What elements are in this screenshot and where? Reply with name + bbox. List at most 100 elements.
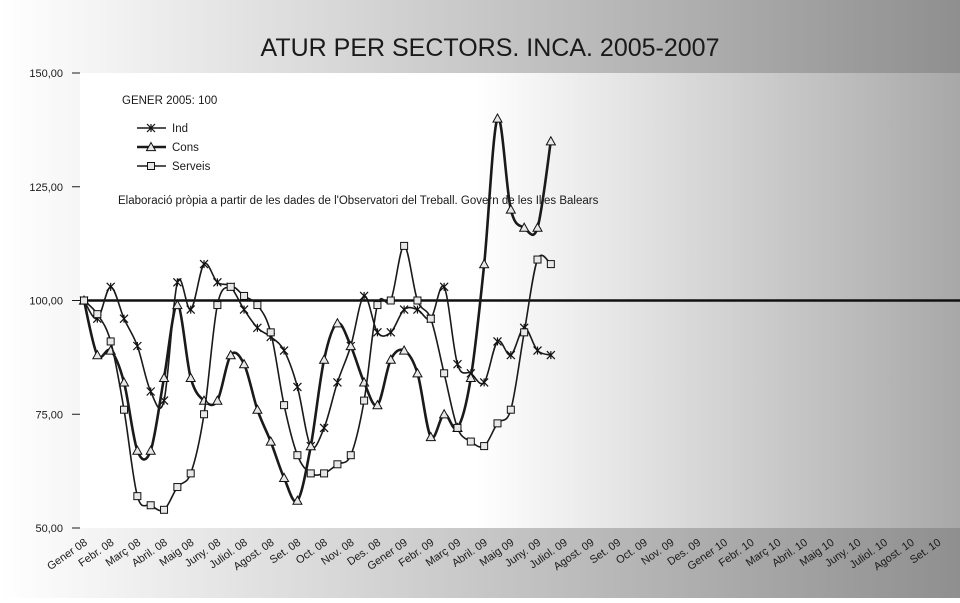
data-point-cons (425, 431, 437, 442)
legend-marker-cons (145, 141, 157, 152)
data-point-cons (332, 317, 343, 328)
y-tick-label: 150,00 (29, 68, 63, 80)
data-point-serveis (133, 492, 142, 501)
data-point-serveis (200, 410, 209, 419)
data-point-serveis (453, 423, 462, 432)
data-point-ind (212, 277, 222, 287)
data-point-serveis (306, 469, 315, 478)
y-tick-label: 75,00 (35, 409, 63, 421)
chart-title: ATUR PER SECTORS. INCA. 2005-2007 (261, 34, 720, 62)
data-point-ind (199, 259, 209, 269)
data-point-ind (239, 305, 249, 315)
data-point-cons (172, 299, 183, 310)
data-point-cons (478, 258, 490, 269)
data-point-ind (106, 282, 116, 292)
data-point-serveis (493, 419, 502, 428)
data-point-cons (185, 372, 197, 382)
data-point-ind (132, 341, 142, 351)
data-point-ind (186, 305, 196, 315)
legend-label-serveis: Serveis (172, 161, 211, 173)
data-point-serveis (520, 328, 529, 337)
data-point-ind (439, 282, 449, 292)
data-point-ind (252, 323, 262, 333)
data-point-serveis (160, 505, 169, 514)
series-cons (78, 112, 557, 505)
data-point-serveis (173, 483, 182, 492)
data-point-serveis (466, 437, 475, 446)
data-point-serveis (360, 396, 369, 405)
data-point-serveis (266, 328, 275, 337)
data-point-ind (146, 387, 156, 396)
data-point-ind (333, 377, 342, 387)
data-point-cons (385, 354, 397, 364)
legend-marker-serveis (147, 162, 155, 170)
data-point-ind (119, 314, 129, 324)
data-point-ind (533, 346, 542, 355)
data-point-cons (318, 354, 330, 364)
data-point-serveis (120, 405, 129, 414)
y-tick-label: 125,00 (29, 182, 63, 194)
data-point-cons (278, 472, 290, 483)
data-point-serveis (506, 405, 515, 414)
chart-subtitle: GENER 2005: 100 (122, 95, 217, 107)
data-point-ind (292, 382, 302, 392)
data-point-cons (492, 112, 503, 123)
data-point-cons (465, 372, 477, 382)
legend: Ind Cons Serveis (113, 112, 233, 182)
data-point-serveis (213, 301, 222, 310)
data-point-serveis (186, 469, 195, 478)
data-point-cons (225, 349, 237, 360)
series-layer (78, 112, 557, 514)
data-point-serveis (333, 460, 342, 469)
data-point-ind (453, 359, 462, 369)
data-point-ind (386, 327, 396, 337)
legend-label-cons: Cons (172, 142, 199, 154)
data-point-cons (345, 340, 357, 351)
data-point-cons (145, 445, 157, 455)
data-point-ind (493, 337, 502, 346)
data-point-ind (172, 277, 182, 287)
data-point-cons (412, 367, 423, 378)
data-point-ind (399, 305, 409, 315)
data-point-cons (238, 358, 250, 369)
data-point-cons (118, 376, 130, 387)
data-point-ind (319, 423, 329, 433)
data-point-cons (292, 495, 303, 505)
data-point-ind (479, 377, 489, 387)
legend-label-ind: Ind (172, 123, 188, 135)
data-point-serveis (240, 291, 249, 300)
data-point-serveis (413, 296, 422, 305)
data-point-serveis (293, 451, 302, 460)
data-point-serveis (93, 310, 102, 319)
data-point-ind (359, 291, 369, 301)
data-point-cons (158, 372, 170, 382)
data-point-serveis (146, 501, 155, 510)
y-tick-label: 50,00 (35, 523, 63, 535)
y-axis: 50,00 75,00 100,00 125,00 150,00 (29, 68, 960, 535)
data-point-serveis (386, 296, 395, 305)
data-point-cons (91, 349, 103, 360)
data-point-cons (398, 345, 410, 355)
y-tick-label: 100,00 (29, 296, 63, 308)
data-point-cons (252, 404, 263, 414)
data-point-cons (265, 436, 277, 446)
data-point-cons (305, 440, 317, 451)
data-point-cons (438, 408, 450, 419)
data-point-serveis (373, 301, 382, 310)
data-point-ind (506, 350, 516, 360)
data-point-serveis (320, 469, 329, 478)
data-point-cons (532, 222, 543, 232)
data-point-serveis (546, 260, 555, 269)
data-point-serveis (533, 255, 542, 264)
data-point-cons (372, 399, 383, 410)
data-point-serveis (253, 301, 262, 310)
data-point-cons (518, 222, 530, 232)
data-point-serveis (480, 442, 489, 451)
data-point-serveis (80, 296, 88, 305)
data-point-serveis (106, 337, 115, 346)
legend-box (113, 112, 233, 182)
data-point-serveis (346, 451, 355, 460)
data-point-cons (132, 445, 143, 455)
legend-marker-ind (146, 123, 156, 133)
